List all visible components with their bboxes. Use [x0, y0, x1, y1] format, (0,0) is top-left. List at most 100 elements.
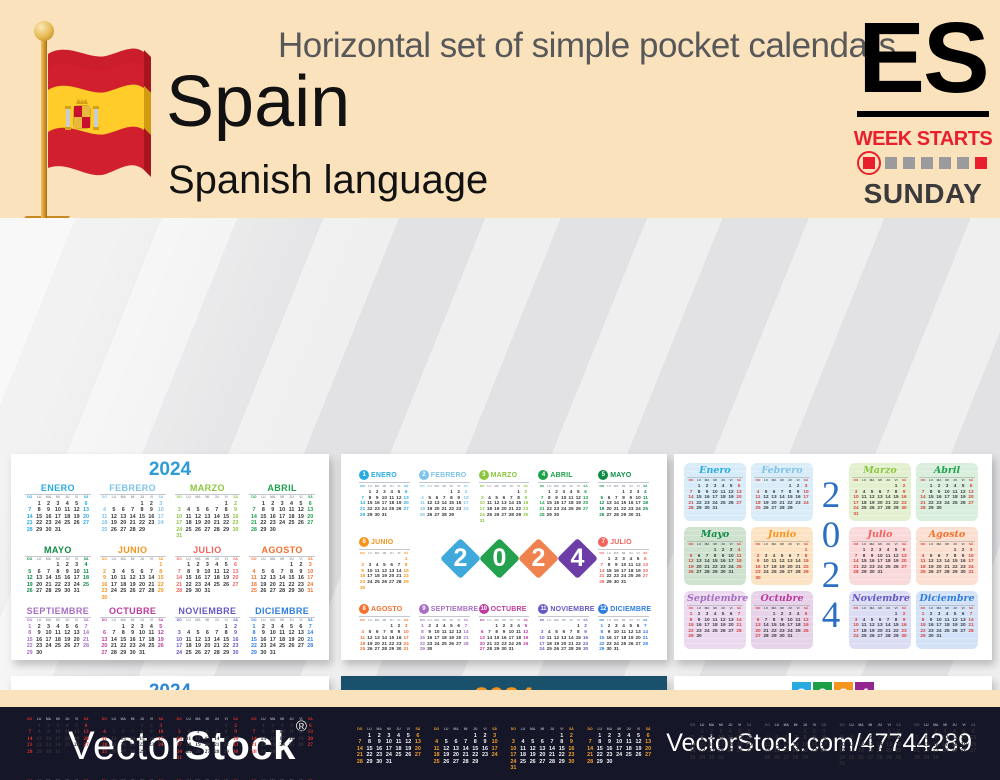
day-cell: 17 — [763, 563, 769, 569]
weekday-label: SÁ — [523, 618, 528, 623]
day-cell: 13 — [771, 494, 777, 499]
weekday-label: JU — [886, 542, 890, 546]
day-cell: 9 — [397, 629, 401, 635]
day-cell: 15 — [36, 513, 43, 520]
day-cell: 26 — [803, 627, 809, 633]
day-cell: 6 — [375, 629, 379, 635]
day-grid: 1 2 3 4 5 6 7 8 9 10 11 12 13 14 15 16 17 18 19 20 21 22 23 24 2… — [919, 547, 975, 575]
day-cell: 18 — [920, 563, 926, 569]
day-cell: 21 — [279, 581, 286, 588]
day-cell: 23 — [297, 581, 304, 588]
day-cell: 27 — [642, 573, 648, 579]
day-cell: 14 — [689, 741, 696, 748]
day-cell: 4 — [886, 547, 890, 552]
day-cell: 26 — [396, 506, 402, 512]
month-number-badge: 10 — [478, 604, 489, 615]
day-cell: 19 — [448, 634, 455, 640]
weekday-label: SÁ — [583, 484, 588, 488]
day-cell: 25 — [861, 505, 867, 510]
weekday-label: DO — [920, 542, 926, 546]
day-cell: 18 — [250, 581, 257, 588]
weekday-label: DO — [755, 542, 761, 546]
day-cell: 28 — [736, 627, 742, 633]
day-grid: 1 2 3 4 5 6 7 8 9 10 11 12 13 14 15 16 17 18 19 20 21 22 23 24 2… — [598, 489, 649, 518]
day-cell: 1 — [713, 547, 717, 552]
day-cell: 27 — [204, 649, 211, 656]
weekday-label: DO — [510, 727, 516, 731]
day-cell: 2 — [870, 547, 874, 552]
day-cell: 24 — [968, 563, 974, 569]
day-cell: 11 — [771, 558, 777, 563]
weekday-label: MA — [554, 618, 559, 623]
day-cell: 22 — [558, 752, 565, 758]
day-cell: 3 — [943, 728, 947, 735]
day-cell: 29 — [861, 569, 867, 574]
day-cell: 3 — [511, 739, 515, 745]
day-cell: 19 — [928, 563, 934, 569]
day-cell: 30 — [45, 748, 52, 755]
weekday-label: JU — [628, 484, 633, 488]
year-title: 2024 — [148, 459, 192, 480]
day-cell: 26 — [893, 563, 899, 569]
day-cell: 30 — [232, 649, 239, 656]
day-cell: 19 — [194, 643, 201, 649]
day-cell: 11 — [736, 552, 742, 558]
day-cell: 30 — [696, 633, 702, 638]
day-cell: 17 — [942, 741, 949, 748]
weekday-label: JU — [788, 478, 792, 482]
day-cell: 21 — [250, 520, 257, 526]
day-cell: 22 — [36, 520, 43, 526]
day-cell: 26 — [869, 633, 875, 638]
day-cell: 2 — [555, 489, 558, 494]
day-cell: 30 — [936, 505, 942, 510]
day-cell: 3 — [435, 623, 439, 629]
day-cell: 14 — [360, 500, 366, 506]
day-cell: 1 — [224, 500, 228, 507]
day-cell: 8 — [803, 735, 807, 741]
weekday-label: MI — [55, 495, 60, 499]
week-starts-label: WEEK STARTS — [853, 128, 993, 150]
day-cell: 7 — [886, 616, 890, 622]
day-cell: 4 — [953, 483, 957, 488]
day-cell: 23 — [628, 506, 634, 512]
weekday-label: MA — [771, 542, 777, 546]
weekday-label: VI — [299, 556, 303, 561]
day-cell: 31 — [269, 649, 276, 656]
weekday-label: JU — [473, 727, 478, 731]
day-grid: 1 2 3 4 5 6 7 8 9 10 11 12 13 14 15 16 17 18 19 20 21 22 23 24 2… — [25, 624, 91, 657]
day-cell: 24 — [561, 506, 567, 512]
day-cell: 18 — [433, 752, 440, 758]
day-cell: 23 — [708, 748, 715, 754]
day-cell: 18 — [441, 634, 447, 640]
weekday-label: MI — [780, 542, 784, 546]
day-cell: 15 — [366, 745, 373, 752]
day-cell: 2 — [234, 500, 238, 507]
day-cell: 25 — [642, 506, 648, 512]
day-cell: 26 — [928, 569, 934, 574]
day-cell: 2 — [397, 623, 401, 629]
weekday-label: VI — [406, 727, 410, 731]
day-cell: 19 — [599, 506, 605, 512]
day-cell: 25 — [101, 748, 108, 755]
day-cell: 30 — [501, 646, 507, 652]
day-cell: 18 — [101, 742, 108, 748]
week-day-square — [939, 157, 951, 169]
month-noviembre: NOVIEMBRE DO LU MA MI JU VI SÁ 1 2 3 4 5 6 7 8 9 10 11 12 13… — [174, 605, 241, 656]
day-cell: 16 — [606, 634, 612, 640]
day-cell: 3 — [177, 507, 181, 513]
day-cell: 26 — [494, 511, 500, 517]
day-cell: 10 — [510, 745, 517, 752]
day-cell: 22 — [893, 499, 899, 505]
day-cell: 13 — [139, 575, 145, 581]
day-cell: 2 — [569, 732, 573, 739]
day-cell: 2 — [796, 483, 800, 488]
month-name: NOVIEMBRE — [174, 605, 241, 618]
day-cell: 13 — [728, 616, 734, 622]
day-cell: 12 — [952, 616, 958, 622]
day-cell: 11 — [546, 634, 552, 640]
day-cell: 27 — [867, 754, 874, 761]
